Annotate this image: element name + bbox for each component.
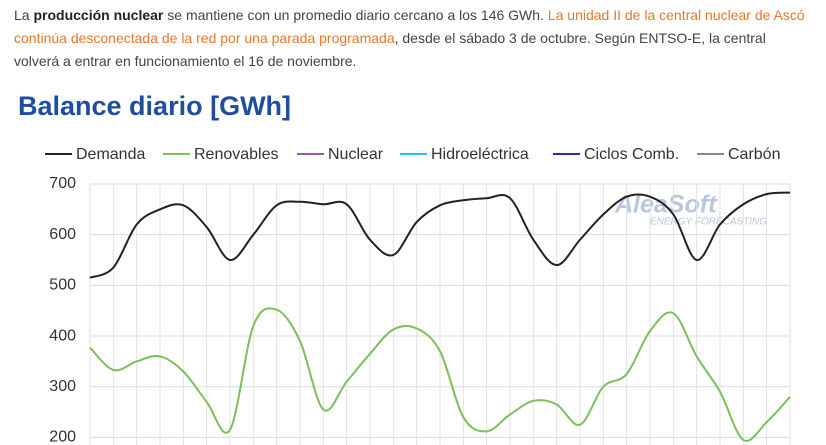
y-tick-label: 700 — [49, 175, 76, 192]
article-paragraph: La producción nuclear se mantiene con un… — [14, 4, 814, 73]
legend-label: Demanda — [76, 146, 145, 163]
text: , desde el sábado 3 de octubre. Según EN… — [14, 30, 766, 69]
text: se mantiene con un promedio diario cerca… — [163, 7, 548, 23]
legend-label: Nuclear — [328, 146, 384, 163]
bold-text: producción nuclear — [33, 7, 164, 23]
legend-label: Ciclos Comb. — [584, 146, 679, 163]
watermark-sub: ENERGY FORECASTING — [650, 217, 767, 228]
legend-label: Carbón — [728, 146, 780, 163]
link[interactable]: La unidad II de la central nuclear de As… — [14, 7, 805, 46]
text: La — [14, 7, 34, 23]
legend-label: Hidroeléctrica — [431, 146, 529, 163]
y-tick-label: 300 — [49, 378, 76, 395]
y-tick-label: 500 — [49, 277, 76, 294]
series-line — [89, 191, 791, 279]
chart-title: Balance diario [GWh] — [18, 91, 291, 121]
legend-label: Renovables — [194, 146, 279, 163]
y-tick-label: 600 — [49, 226, 76, 243]
y-tick-label: 400 — [49, 327, 76, 344]
series-line — [89, 307, 791, 442]
y-tick-label: 200 — [49, 429, 76, 445]
